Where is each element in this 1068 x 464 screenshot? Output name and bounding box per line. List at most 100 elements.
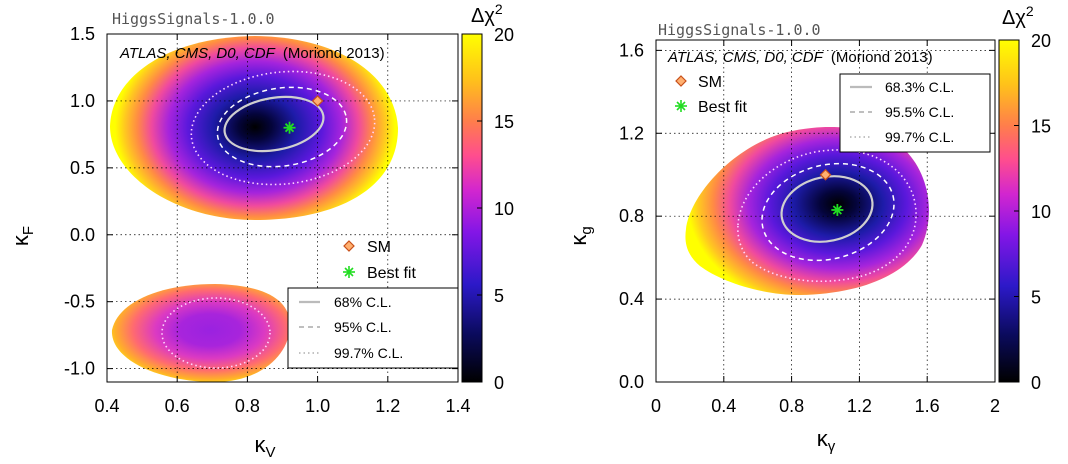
colorbar-1-label-main: Δχ [471, 5, 495, 27]
legend-sm-label-2: SM [698, 74, 722, 91]
contour-95-5 [761, 162, 895, 262]
grid-1 [107, 34, 458, 382]
y-axis-label-2: κg [566, 226, 595, 245]
legend-sm-marker-2 [675, 75, 687, 87]
legend-contours-2: 68.3% C.L. 95.5% C.L. 99.7% C.L. [839, 73, 991, 153]
legend-markers-1: SM Best fit [343, 239, 416, 282]
legend-95-label: 95% C.L. [334, 319, 392, 335]
y-tick-label: 0.5 [70, 158, 95, 178]
x-tick-label: 1.6 [915, 396, 940, 416]
legend-68-label: 68% C.L. [334, 294, 392, 310]
y-tick-label: -0.5 [64, 292, 95, 312]
colorbar-tick-label: 0 [494, 373, 504, 393]
y-tick-label: 1.5 [70, 24, 95, 44]
legend-sm-marker [343, 240, 355, 252]
y-axis-label-1: κF [8, 226, 37, 246]
legend-95-5-label: 95.5% C.L. [885, 104, 954, 120]
heatmap-1 [110, 36, 398, 382]
colorbar-2: 0 5 10 15 20 Δχ2 [998, 3, 1051, 393]
panel-kv-kf: 0.4 0.6 0.8 1.0 1.2 1.4 1.5 1.0 0.5 0.0 -0.5 -1.0 H… [8, 1, 514, 461]
star-stroke [284, 123, 295, 133]
y-axis-label-2-sub: g [578, 226, 595, 234]
x-tick-label: 1.2 [375, 396, 400, 416]
contour-99-7 [190, 70, 376, 186]
colorbar-2-label-main: Δχ [1002, 7, 1026, 29]
y-tick-label: -1.0 [64, 359, 95, 379]
best-fit-point-marker [283, 121, 296, 134]
y-tick-label: 1.0 [70, 91, 95, 111]
contour-99-7-2 [737, 149, 917, 282]
legend-99-label: 99.7% C.L. [334, 345, 403, 361]
legend-bestfit-label-2: Best fit [698, 99, 747, 116]
y-tick-label: 1.2 [619, 123, 644, 143]
heatmap-region-positive [110, 36, 398, 220]
colorbar-2-label: Δχ2 [1002, 3, 1034, 29]
markers-2 [819, 168, 844, 216]
dataset-1: (Moriond 2013) [283, 45, 385, 62]
colorbar-tick-label: 10 [494, 199, 514, 219]
legend-box-1 [287, 287, 459, 369]
legend-bestfit-label: Best fit [367, 265, 416, 282]
legend-sm-label: SM [367, 239, 391, 256]
legend-bestfit-marker-2 [675, 100, 687, 112]
colorbar-2-label-sup: 2 [1026, 3, 1034, 19]
sm-point-marker [311, 95, 324, 107]
x-tick-label: 2 [990, 396, 1000, 416]
legend-markers-2: SM Best fit [675, 74, 747, 116]
contour-68-3 [780, 175, 874, 243]
watermark-1: HiggsSignals-1.0.0 [112, 10, 275, 28]
colorbar-1: 0 5 10 15 20 Δχ2 [461, 1, 514, 393]
colorbar-1-ticks: 0 5 10 15 20 [477, 25, 514, 393]
colorbar-tick-label: 15 [494, 112, 514, 132]
colorbar-tick-label: 15 [1031, 117, 1051, 137]
experiments-2: ATLAS, CMS, D0, CDF [667, 49, 824, 66]
dataset-2: (Moriond 2013) [831, 49, 933, 66]
colorbar-2-ticks: 0 5 10 15 20 [1014, 31, 1051, 393]
x-axis-label-1-sub: V [265, 444, 275, 459]
star-stroke [832, 205, 843, 215]
contour-68 [223, 95, 325, 153]
axis-ticks-1: 0.4 0.6 0.8 1.0 1.2 1.4 1.5 1.0 0.5 0.0 -0.5 -1.0 [64, 24, 471, 416]
x-axis-label-2-sub: γ [828, 438, 836, 455]
experiments-label-2: ATLAS, CMS, D0, CDF (Moriond 2013) [667, 49, 933, 66]
x-tick-label: 0.8 [235, 396, 260, 416]
y-axis-label-2-main: κ [566, 234, 591, 246]
x-axis-label-1: κV [254, 432, 275, 459]
legend-68-3-label: 68.3% C.L. [885, 79, 954, 95]
colorbar-1-label-sup: 2 [495, 1, 503, 17]
colorbar-tick-label: 20 [1031, 31, 1051, 51]
y-axis-label-1-sub: F [20, 226, 37, 235]
contour-95 [216, 86, 348, 168]
experiments-label-1: ATLAS, CMS, D0, CDF (Moriond 2013) [119, 45, 385, 62]
x-tick-label: 0.8 [779, 396, 804, 416]
markers-1 [283, 95, 324, 134]
y-tick-label: 0.4 [619, 289, 644, 309]
y-axis-label-1-main: κ [8, 234, 33, 246]
watermark-2: HiggsSignals-1.0.0 [658, 21, 821, 39]
axis-ticks-2: 0 0.4 0.8 1.2 1.6 2 1.6 1.2 0.8 0.4 0.0 [619, 40, 1000, 416]
panel-kgamma-kg: 0 0.4 0.8 1.2 1.6 2 1.6 1.2 0.8 0.4 0.0 HiggsSigna… [566, 3, 1051, 455]
colorbar-tick-label: 0 [1031, 373, 1041, 393]
colorbar-1-label: Δχ2 [471, 1, 503, 27]
y-tick-label: 1.6 [619, 40, 644, 60]
heatmap-region-negative [111, 284, 290, 382]
grid-2 [656, 40, 995, 382]
best-fit-point-marker [831, 203, 844, 216]
plot-frame-2 [655, 39, 996, 383]
x-tick-label: 0.4 [94, 396, 119, 416]
colorbar-tick-label: 10 [1031, 202, 1051, 222]
heatmap-2 [685, 127, 929, 295]
colorbar-tick-label: 5 [1031, 288, 1041, 308]
sm-point-marker [819, 168, 832, 181]
colorbar-tick-label: 20 [494, 25, 514, 45]
legend-bestfit-marker [343, 266, 355, 278]
plot-frame-1 [106, 33, 459, 383]
colorbar-tick-label: 5 [494, 286, 504, 306]
experiments-1: ATLAS, CMS, D0, CDF [119, 45, 276, 62]
x-tick-label: 1.0 [305, 396, 330, 416]
x-tick-label: 0.6 [165, 396, 190, 416]
y-tick-label: 0.8 [619, 206, 644, 226]
legend-contours-1: 68% C.L. 95% C.L. 99.7% C.L. [287, 287, 459, 369]
x-axis-label-2-main: κ [817, 426, 829, 451]
